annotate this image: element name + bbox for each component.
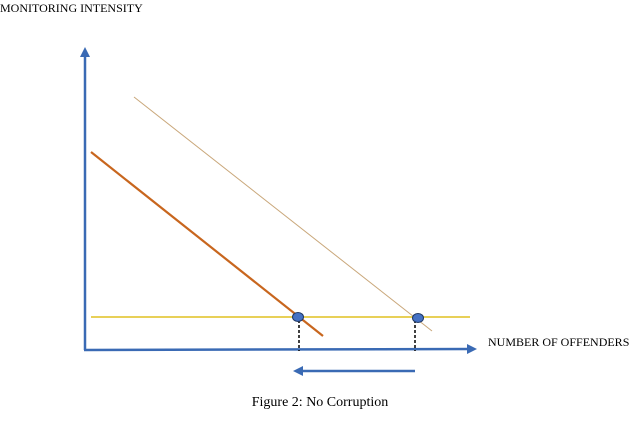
equilibrium-point-left [292, 312, 304, 322]
figure-caption: Figure 2: No Corruption [251, 395, 389, 410]
x-axis [83, 344, 477, 355]
x-axis-label: NUMBER OF OFFENDERS [488, 335, 630, 349]
y-axis-label: MONITORING INTENSITY [0, 1, 143, 15]
downward-sloping-line-lower [90, 151, 324, 337]
equilibrium-point-right [412, 313, 424, 323]
downward-sloping-line-upper [133, 96, 433, 332]
